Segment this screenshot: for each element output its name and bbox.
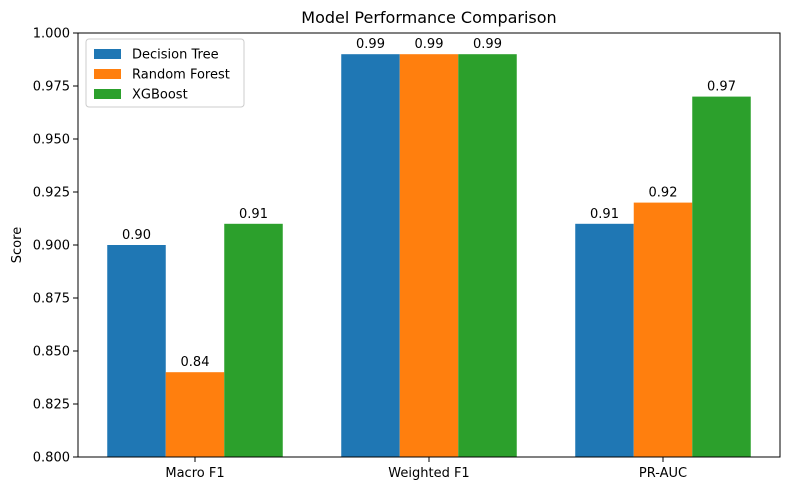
- y-tick-label: 0.800: [33, 451, 70, 466]
- bar-value-label: 0.90: [122, 228, 151, 243]
- bar-value-label: 0.91: [239, 207, 268, 222]
- bar-value-labels: 0.90 0.84 0.91 0.99 0.99 0.99 0.91 0.92 0.97: [122, 37, 736, 370]
- bar-value-label: 0.99: [356, 37, 385, 52]
- bars-layer: [107, 54, 751, 457]
- y-tick-label: 0.825: [33, 398, 70, 413]
- bar-decision-tree-pr-auc: [575, 223, 634, 457]
- y-tick-label: 0.925: [33, 186, 70, 201]
- y-axis-title: Score: [10, 227, 25, 263]
- legend-swatch: [94, 69, 121, 79]
- bar-value-label: 0.97: [707, 80, 736, 95]
- bar-value-label: 0.84: [181, 355, 210, 370]
- bar-random-forest-weighted-f1: [399, 54, 459, 457]
- legend-swatch: [94, 89, 121, 99]
- legend-label: Random Forest: [132, 68, 230, 83]
- legend-label: Decision Tree: [132, 48, 219, 63]
- legend-label: XGBoost: [132, 88, 188, 103]
- bar-random-forest-macro-f1: [165, 372, 225, 457]
- bar-xgboost-weighted-f1: [458, 54, 517, 457]
- y-tick-label: 1.000: [33, 27, 70, 42]
- bar-random-forest-pr-auc: [633, 202, 693, 457]
- bar-value-label: 0.92: [649, 186, 678, 201]
- bar-value-label: 0.99: [473, 37, 502, 52]
- y-tick-label: 0.900: [33, 239, 70, 254]
- bar-xgboost-pr-auc: [692, 96, 751, 457]
- x-tick-label: Macro F1: [165, 466, 224, 481]
- bar-decision-tree-macro-f1: [107, 245, 166, 457]
- y-tick-label: 0.875: [33, 292, 70, 307]
- y-axis: 0.800 0.825 0.850 0.875 0.900 0.925 0.950 0.975…: [33, 27, 78, 466]
- legend-swatch: [94, 49, 121, 59]
- chart-title: Model Performance Comparison: [301, 8, 556, 27]
- x-tick-label: Weighted F1: [388, 466, 469, 481]
- y-tick-label: 0.850: [33, 345, 70, 360]
- bar-value-label: 0.99: [415, 37, 444, 52]
- x-tick-label: PR-AUC: [639, 466, 687, 481]
- bar-value-label: 0.91: [590, 207, 619, 222]
- x-axis: Macro F1 Weighted F1 PR-AUC: [165, 457, 687, 481]
- y-tick-label: 0.975: [33, 80, 70, 95]
- bar-xgboost-macro-f1: [224, 223, 283, 457]
- legend: Decision Tree Random Forest XGBoost: [85, 38, 245, 108]
- y-tick-label: 0.950: [33, 133, 70, 148]
- bar-decision-tree-weighted-f1: [341, 54, 400, 457]
- legend-box: [85, 38, 245, 108]
